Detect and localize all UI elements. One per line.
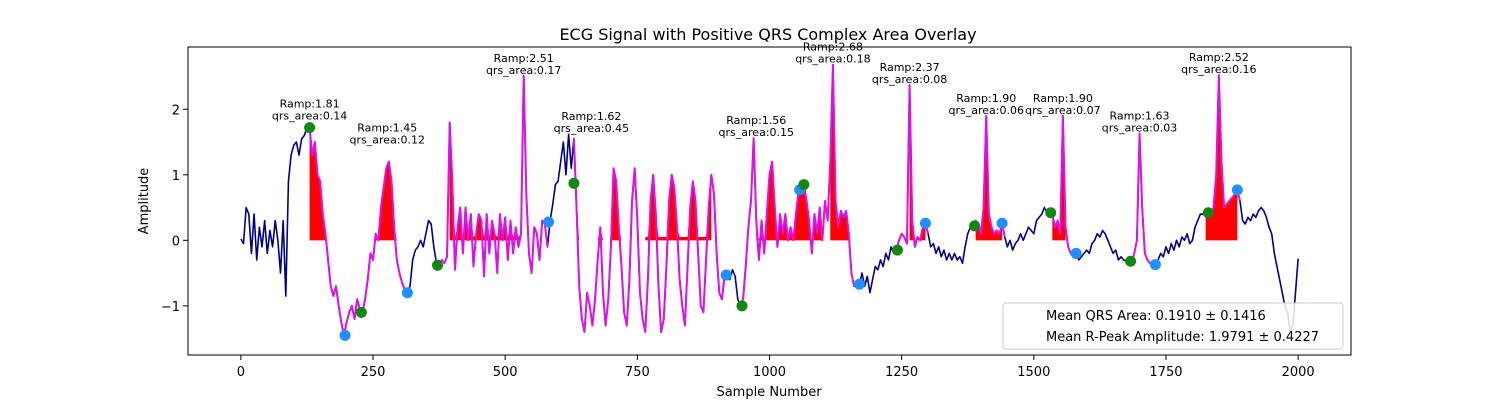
annotation-area-2: qrs_area:0.17 xyxy=(486,64,561,77)
peak-marker-5 xyxy=(798,179,810,191)
legend-entry-qrs-area: Mean QRS Area: 0.1910 ± 0.1416 xyxy=(1046,309,1266,324)
onset-marker-2 xyxy=(543,216,555,228)
onset-marker-7 xyxy=(996,217,1008,229)
onset-marker-3 xyxy=(720,269,732,281)
x-tick-label-500: 500 xyxy=(493,365,518,380)
annotation-ramp-10: Ramp:2.52 xyxy=(1189,51,1249,64)
onset-marker-9 xyxy=(1149,259,1161,271)
annotation-area-5: qrs_area:0.18 xyxy=(795,53,870,66)
annotation-area-3: qrs_area:0.45 xyxy=(554,122,629,135)
y-axis-title: Amplitude xyxy=(137,168,152,235)
x-tick-label-2000: 2000 xyxy=(1282,365,1315,380)
qrs-area-fill-4 xyxy=(645,174,712,241)
qrs-segment-line-2 xyxy=(572,138,728,334)
peak-marker-0 xyxy=(304,122,316,134)
peak-marker-9 xyxy=(1125,255,1137,267)
qrs-area-fill-10 xyxy=(1205,75,1238,241)
x-tick-label-750: 750 xyxy=(625,365,650,380)
plot-area: Ramp:1.81qrs_area:0.14Ramp:1.45qrs_area:… xyxy=(240,41,1299,341)
annotation-ramp-1: Ramp:1.45 xyxy=(357,121,417,134)
y-tick-label-1: 1 xyxy=(172,169,180,184)
axis-ticks: 0 250 500 750 1000 1250 1500 1750 2000 −1 0 1 2 xyxy=(161,103,1315,380)
x-tick-label-250: 250 xyxy=(361,365,386,380)
x-tick-label-0: 0 xyxy=(237,365,245,380)
annotation-area-7: qrs_area:0.06 xyxy=(949,104,1024,117)
legend-box xyxy=(1002,302,1344,350)
peak-marker-6 xyxy=(891,244,903,256)
annotation-ramp-9: Ramp:1.63 xyxy=(1110,110,1170,123)
qrs-area-fill-7 xyxy=(909,85,926,241)
legend: Mean QRS Area: 0.1910 ± 0.1416 Mean R-Pe… xyxy=(1002,302,1344,350)
x-axis-title: Sample Number xyxy=(716,385,822,400)
annotation-ramp-3: Ramp:1.62 xyxy=(561,110,621,123)
x-tick-label-1500: 1500 xyxy=(1017,365,1050,380)
qrs-area-fill-0 xyxy=(309,127,326,241)
qrs-segment-line-1 xyxy=(438,74,549,278)
qrs-segment-line-7 xyxy=(1128,132,1156,267)
x-tick-label-1000: 1000 xyxy=(753,365,786,380)
peak-marker-2 xyxy=(432,259,444,271)
annotation-ramp-2: Ramp:2.51 xyxy=(494,52,554,65)
y-tick-label-2: 2 xyxy=(172,103,180,118)
onset-marker-6 xyxy=(919,217,931,229)
onset-marker-1 xyxy=(401,287,413,299)
annotation-ramp-7: Ramp:1.90 xyxy=(956,92,1016,105)
qrs-segment-line-0 xyxy=(308,127,406,337)
annotation-area-0: qrs_area:0.14 xyxy=(272,110,347,123)
annotation-ramp-4: Ramp:1.56 xyxy=(726,114,786,127)
peak-marker-8 xyxy=(1045,207,1057,219)
y-tick-label-0: 0 xyxy=(172,234,180,249)
annotation-area-6: qrs_area:0.08 xyxy=(872,73,947,86)
annotation-ramp-6: Ramp:2.37 xyxy=(880,61,940,74)
onset-marker-8 xyxy=(1070,247,1082,259)
onset-marker-5 xyxy=(853,278,865,290)
chart-title: ECG Signal with Positive QRS Complex Are… xyxy=(559,25,976,44)
peak-marker-1 xyxy=(355,306,367,318)
annotation-area-10: qrs_area:0.16 xyxy=(1181,63,1256,76)
annotation-area-8: qrs_area:0.07 xyxy=(1025,104,1100,117)
peak-marker-7 xyxy=(969,220,981,232)
peak-marker-3 xyxy=(568,177,580,189)
annotation-area-1: qrs_area:0.12 xyxy=(350,133,425,146)
annotation-ramp-8: Ramp:1.90 xyxy=(1033,92,1093,105)
peak-marker-10 xyxy=(1202,207,1214,219)
legend-entry-r-peak: Mean R-Peak Amplitude: 1.9791 ± 0.4227 xyxy=(1046,330,1319,345)
annotation-area-4: qrs_area:0.15 xyxy=(719,126,794,139)
x-tick-label-1750: 1750 xyxy=(1149,365,1182,380)
onset-marker-10 xyxy=(1231,184,1243,196)
peak-marker-4 xyxy=(736,300,748,312)
annotation-area-9: qrs_area:0.03 xyxy=(1102,122,1177,135)
onset-marker-0 xyxy=(339,329,351,341)
x-tick-label-1250: 1250 xyxy=(885,365,918,380)
y-tick-label--1: −1 xyxy=(161,300,180,315)
annotation-ramp-0: Ramp:1.81 xyxy=(280,98,340,111)
